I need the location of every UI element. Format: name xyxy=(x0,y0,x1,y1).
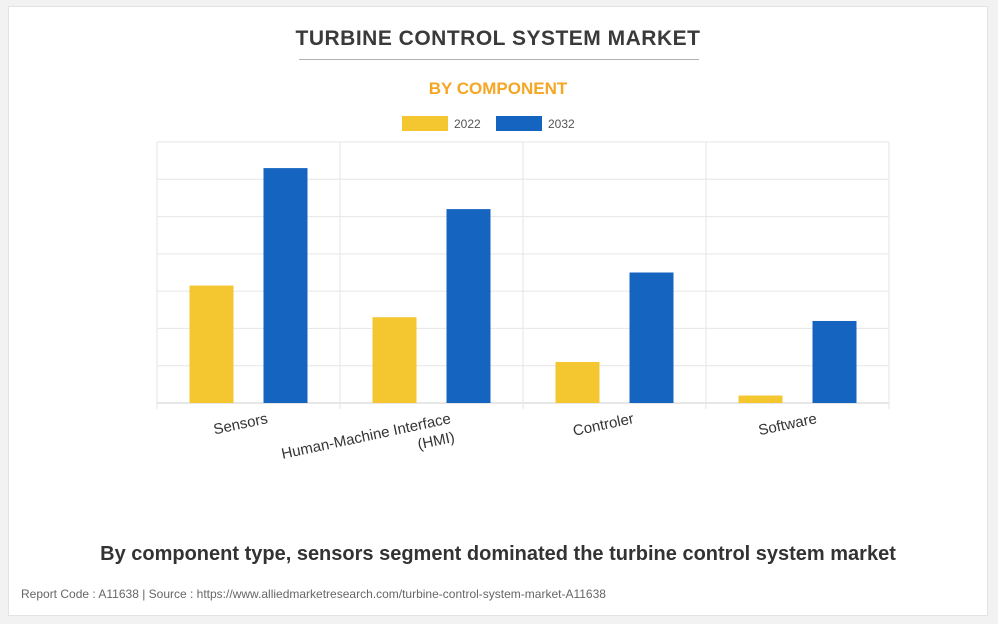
chart-title: TURBINE CONTROL SYSTEM MARKET xyxy=(295,27,701,50)
x-tick-label: Human-Machine Interface(HMI) xyxy=(280,410,456,481)
bar-2022-4[interactable] xyxy=(738,395,783,403)
source-footer: Report Code : A11638 | Source : https://… xyxy=(21,587,606,601)
x-tick-label-line: Sensors xyxy=(212,410,269,438)
bar-2032-3[interactable] xyxy=(629,272,674,404)
bar-2032-4[interactable] xyxy=(812,320,857,403)
x-tick-label: Controler xyxy=(571,410,635,439)
bar-2022-3[interactable] xyxy=(555,361,600,403)
chart-subtitle: BY COMPONENT xyxy=(428,79,568,98)
legend-swatch-2022 xyxy=(402,116,448,131)
bar-2032-1[interactable] xyxy=(263,168,308,403)
bar-chart: Sensors Human-Machine Interface(HMI) Contr… xyxy=(156,141,890,481)
legend-label-2022: 2022 xyxy=(454,117,481,131)
title-divider xyxy=(299,59,699,60)
x-tick-label-line: Controler xyxy=(571,410,635,439)
x-tick-label-line: Software xyxy=(757,410,818,439)
chart-card: TURBINE CONTROL SYSTEM MARKET BY COMPONE… xyxy=(8,6,988,616)
x-tick-label: Software xyxy=(757,410,818,439)
legend-label-2032: 2032 xyxy=(548,117,575,131)
bar-2032-2[interactable] xyxy=(446,209,491,403)
chart-caption: By component type, sensors segment domin… xyxy=(100,543,896,565)
legend: 2022 2032 xyxy=(9,115,987,133)
bar-2022-2[interactable] xyxy=(372,317,417,403)
legend-swatch-2032 xyxy=(496,116,542,131)
x-tick-label: Sensors xyxy=(212,410,269,438)
bar-2022-1[interactable] xyxy=(189,285,234,403)
